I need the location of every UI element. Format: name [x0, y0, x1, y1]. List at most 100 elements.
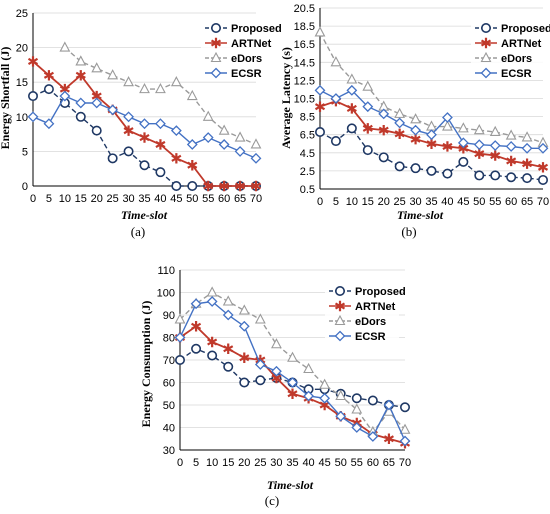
data-point-artnet-b [394, 128, 405, 139]
data-point-artnet-b [442, 141, 453, 152]
data-point-artnet-c [287, 388, 298, 399]
data-point-edors-c [319, 378, 331, 389]
data-point-edors-a [59, 41, 71, 52]
legend-bg-c [325, 329, 399, 343]
data-point-edors-a [202, 110, 214, 121]
data-point-artnet-a [171, 153, 182, 164]
data-point-artnet-a [187, 160, 198, 171]
data-point-edors-b [362, 80, 374, 91]
data-point-edors-a [218, 124, 230, 135]
data-point-proposed-c [351, 393, 362, 404]
data-point-proposed-b [362, 145, 373, 156]
x-tick-label-c: 55 [351, 457, 363, 469]
data-point-artnet-b [314, 101, 326, 112]
caption-b: (b) [401, 224, 416, 239]
data-point-ecsr-c [367, 431, 379, 442]
x-tick-label-a: 25 [107, 193, 119, 205]
data-point-artnet-a [123, 125, 134, 136]
data-point-edors-a [107, 69, 119, 80]
data-point-ecsr-a [218, 139, 230, 150]
data-point-edors-c [206, 286, 218, 297]
data-point-proposed-a [91, 125, 102, 136]
series-edors-c [174, 286, 411, 437]
data-point-proposed-b [426, 165, 437, 176]
y-tick-label-a: 0 [22, 181, 28, 193]
data-point-edors-a [186, 89, 198, 101]
data-point-ecsr-a [186, 139, 198, 150]
data-point-ecsr-c [238, 320, 250, 332]
legend-bg-c [325, 299, 399, 313]
x-tick-label-c: 60 [367, 457, 379, 469]
data-point-proposed-b [314, 126, 325, 137]
x-tick-label-c: 30 [270, 457, 282, 469]
legend-marker-edors-b [480, 51, 492, 63]
data-point-edors-b [314, 26, 326, 37]
data-point-ecsr-a [250, 152, 262, 164]
data-point-artnet-a [139, 132, 150, 143]
series-proposed-b [314, 123, 548, 185]
data-point-ecsr-a [234, 145, 246, 157]
legend-marker-edors-c [334, 314, 346, 326]
y-tick-label-c: 50 [163, 400, 175, 412]
x-tick-label-b: 70 [537, 196, 549, 208]
legend-marker-artnet-b [480, 37, 492, 49]
data-point-ecsr-b [330, 93, 342, 104]
data-point-ecsr-b [362, 101, 374, 113]
data-point-edors-a [91, 62, 103, 73]
x-tick-label-b: 30 [409, 196, 421, 208]
data-point-artnet-b [537, 162, 549, 173]
data-point-ecsr-c [399, 435, 411, 447]
data-point-artnet-b [346, 103, 357, 114]
x-tick-label-b: 15 [362, 196, 374, 208]
data-point-edors-a [250, 138, 262, 149]
data-point-artnet-c [191, 321, 202, 332]
y-tick-label-b: 6.5 [300, 130, 315, 142]
x-tick-label-c: 45 [319, 457, 331, 469]
series-edors-b [314, 26, 549, 147]
data-point-edors-b [330, 56, 342, 67]
chart-panel-b: (b) Time-slot Average Latency (s) 0.5 2.5… [279, 3, 550, 239]
data-point-artnet-a [219, 180, 230, 192]
data-point-artnet-a [250, 180, 262, 192]
data-point-edors-c [174, 313, 186, 324]
data-point-ecsr-a [75, 97, 87, 109]
data-point-ecsr-a [170, 125, 182, 137]
legend-label-artnet-b: ARTNet [501, 38, 542, 50]
y-tick-label-c: 90 [163, 310, 175, 322]
data-point-edors-c [254, 313, 266, 324]
x-tick-label-a: 0 [30, 193, 36, 205]
x-axis-title-b: Time-slot [397, 208, 444, 222]
data-point-proposed-c [191, 343, 202, 354]
data-point-proposed-b [410, 163, 421, 174]
data-point-ecsr-b [314, 84, 326, 96]
legend-label-proposed-c: Proposed [355, 286, 406, 298]
x-tick-label-a: 40 [154, 193, 166, 205]
data-point-proposed-c [255, 375, 266, 386]
legend-label-artnet-a: ARTNet [231, 38, 272, 50]
data-point-proposed-c [399, 402, 410, 413]
x-tick-label-a: 60 [218, 193, 230, 205]
data-point-ecsr-b [346, 84, 358, 96]
data-point-ecsr-b [521, 142, 533, 154]
y-tick-label-c: 80 [163, 333, 175, 345]
data-point-artnet-a [75, 70, 86, 81]
data-point-ecsr-b [426, 129, 437, 141]
data-point-artnet-c [383, 433, 394, 444]
series-ecsr-b [314, 84, 549, 154]
data-point-ecsr-a [202, 132, 214, 143]
x-tick-label-b: 5 [333, 196, 339, 208]
data-point-ecsr-c [319, 392, 331, 404]
x-tick-label-a: 50 [186, 193, 198, 205]
data-point-artnet-b [410, 134, 421, 145]
legend-marker-proposed-a [211, 22, 222, 33]
y-tick-label-c: 110 [157, 265, 175, 277]
y-tick-label-c: 70 [163, 355, 175, 367]
y-tick-label-b: 4.5 [300, 148, 315, 160]
data-point-edors-a [139, 82, 150, 94]
data-point-edors-c [399, 423, 411, 434]
x-tick-label-b: 45 [457, 196, 469, 208]
x-tick-label-c: 10 [206, 457, 218, 469]
chart-panel-c: (c) Time-slot Energy Consumption (J) 30 4… [139, 265, 411, 508]
legend-marker-artnet-a [210, 37, 222, 49]
data-point-edors-b [505, 129, 517, 140]
